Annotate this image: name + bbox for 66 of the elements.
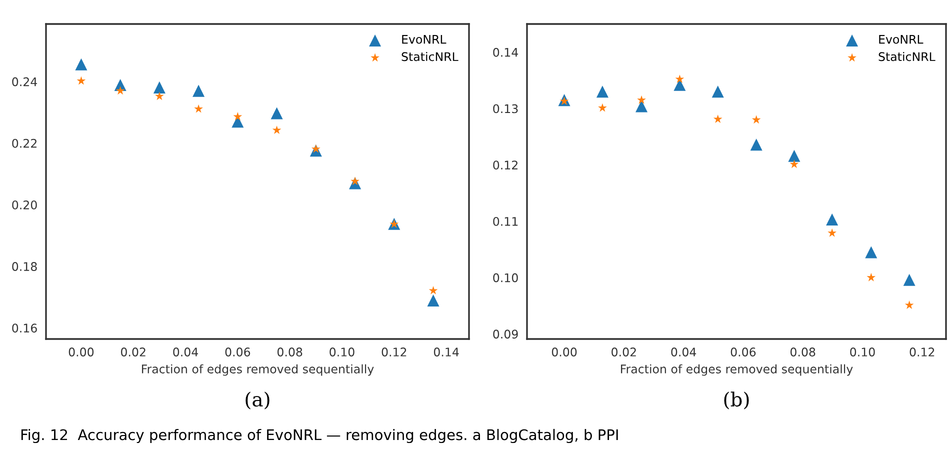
point	[428, 286, 438, 294]
y-tick-label: 0.16	[12, 324, 37, 333]
point	[903, 274, 916, 286]
y-tick-label: 0.12	[493, 160, 518, 170]
point	[270, 107, 283, 120]
y-tick-label: 0.24	[12, 77, 38, 86]
point	[560, 96, 569, 105]
text: (a)	[246, 392, 270, 410]
y-tick-label: 0.13	[493, 104, 518, 114]
point	[904, 300, 914, 309]
x-tick-label: 0.08	[790, 348, 816, 356]
x-tick-label: 0.12	[382, 348, 406, 356]
x-tick-label: 0.14	[434, 348, 459, 356]
point	[712, 86, 724, 98]
x-tick-label: 0.10	[330, 348, 354, 356]
y-tick-label: 0.11	[493, 216, 518, 226]
point	[866, 272, 876, 282]
point	[233, 112, 242, 120]
point	[311, 144, 320, 153]
point	[752, 115, 761, 124]
y-tick-label: 0.14	[493, 48, 518, 57]
point	[194, 104, 203, 113]
y-tick-label: 0.22	[12, 138, 36, 148]
point	[192, 84, 205, 97]
legend-label: EvoNRL	[879, 34, 924, 44]
point	[713, 114, 722, 123]
x-tick-label: 0.12	[910, 348, 934, 356]
point	[272, 126, 282, 134]
point	[75, 58, 88, 70]
x-axis-title: Fraction of edges removed sequentially	[142, 364, 374, 376]
point	[427, 294, 440, 307]
x-tick-label: 0.04	[671, 348, 696, 356]
y-tick-label: 0.09	[493, 330, 518, 339]
point	[826, 214, 838, 226]
y-tick-label: 0.10	[493, 273, 518, 282]
point	[155, 92, 164, 100]
point	[828, 228, 837, 237]
x-tick-label: 0.00	[68, 348, 94, 356]
x-tick-label: 0.10	[850, 348, 875, 356]
x-tick-label: 0.06	[730, 348, 756, 356]
point	[153, 81, 166, 94]
point	[637, 95, 646, 104]
legend-label: StaticNRL	[402, 52, 458, 62]
legend-label: EvoNRL	[402, 34, 446, 44]
x-tick-label: 0.02	[612, 348, 636, 356]
x-tick-label: 0.02	[121, 348, 146, 356]
legend-label: StaticNRL	[878, 52, 936, 62]
point	[675, 74, 684, 83]
x-tick-label: 0.08	[277, 348, 302, 356]
text: (b)	[724, 392, 749, 410]
point	[750, 138, 762, 151]
point	[116, 86, 125, 95]
y-tick-label: 0.18	[12, 262, 37, 271]
x-axis-title: Fraction of edges removed sequentially	[620, 364, 853, 376]
point	[788, 150, 800, 162]
point	[636, 100, 648, 112]
point	[596, 86, 608, 98]
point	[76, 76, 86, 85]
x-tick-label: 0.06	[225, 348, 250, 356]
point	[865, 246, 878, 258]
point	[790, 160, 799, 168]
y-tick-label: 0.20	[12, 200, 37, 210]
x-tick-label: 0.00	[552, 348, 577, 356]
caption: Fig. 12 Accuracy performance of EvoNRL — removing edges. a BlogCatalog, b PPI	[21, 428, 618, 444]
x-tick-label: 0.04	[173, 348, 198, 356]
point	[598, 103, 607, 112]
